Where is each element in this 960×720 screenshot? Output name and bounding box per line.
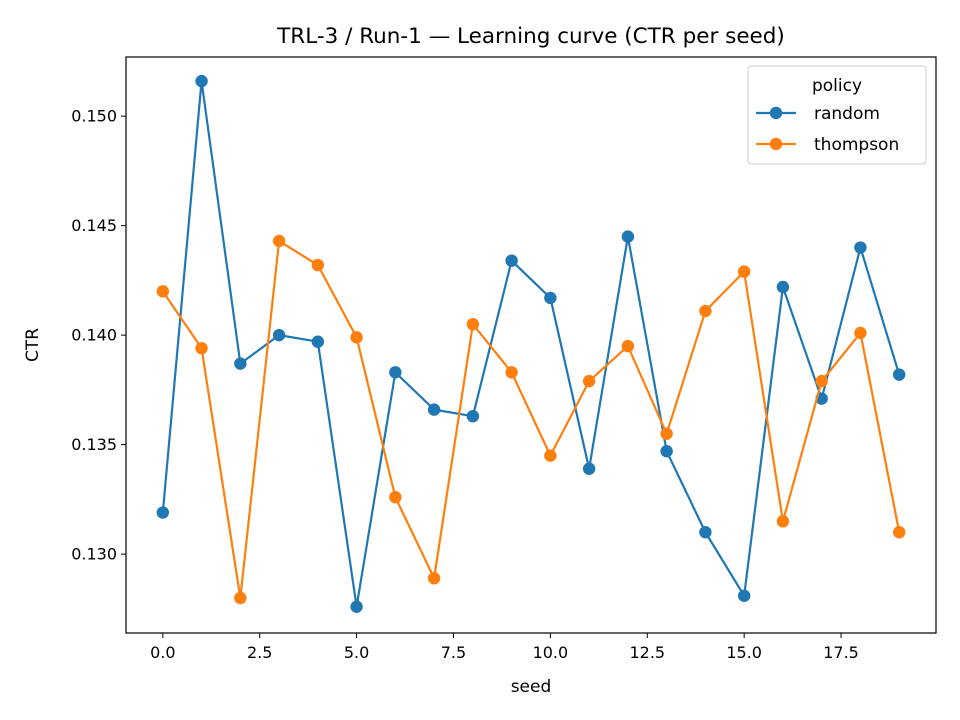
x-tick-label: 17.5: [823, 643, 859, 662]
data-point-random: [621, 230, 635, 243]
y-tick-label: 0.135: [71, 435, 117, 454]
data-point-random: [156, 506, 170, 519]
data-point-random: [350, 600, 363, 613]
data-point-thompson: [892, 526, 906, 539]
data-point-thompson: [350, 331, 363, 344]
data-point-random: [311, 335, 325, 348]
y-tick-label: 0.150: [71, 107, 117, 126]
x-tick-label: 0.0: [150, 643, 175, 662]
legend-marker: [769, 137, 783, 151]
data-point-thompson: [815, 374, 828, 388]
legend-entry-thompson: thompson: [756, 135, 899, 155]
legend-marker: [769, 106, 783, 120]
plot-frame: [125, 56, 937, 634]
data-point-thompson: [427, 572, 441, 585]
y-tick-label: 0.130: [71, 545, 117, 564]
y-tick-label: 0.140: [71, 326, 117, 345]
y-axis-ticks: 0.130 0.135 0.140 0.145 0.150: [71, 107, 126, 564]
data-point-random: [854, 241, 867, 254]
data-point-thompson: [389, 491, 402, 504]
data-point-random: [466, 409, 480, 423]
y-axis-label: CTR: [23, 328, 43, 362]
chart-title: TRL-3 / Run-1 — Learning curve (CTR per …: [276, 24, 785, 49]
x-tick-label: 12.5: [629, 643, 665, 662]
data-point-thompson: [582, 374, 596, 388]
data-point-thompson: [195, 342, 208, 355]
data-point-random: [582, 462, 596, 475]
x-tick-label: 15.0: [726, 643, 762, 662]
data-point-random: [544, 291, 557, 305]
data-point-random: [505, 254, 518, 267]
data-point-random: [699, 526, 712, 539]
x-tick-label: 7.5: [441, 643, 466, 662]
data-point-random: [234, 357, 247, 370]
data-point-thompson: [311, 258, 325, 272]
legend-title: policy: [812, 76, 862, 96]
series-thompson: [156, 234, 906, 605]
x-axis-ticks: 0.0 2.5 5.0 7.5 10.0 12.5 15.0 17.5: [150, 633, 859, 662]
legend-box: [747, 65, 927, 165]
data-point-random: [272, 328, 286, 342]
x-tick-label: 10.0: [533, 643, 569, 662]
data-point-thompson: [660, 427, 673, 440]
data-point-random: [776, 280, 790, 294]
data-point-random: [389, 366, 402, 379]
data-point-thompson: [737, 265, 751, 278]
data-point-random: [195, 74, 208, 88]
series-line-thompson: [161, 239, 901, 600]
data-point-thompson: [272, 234, 286, 248]
series-random: [156, 74, 906, 613]
legend: policy random thompson: [747, 65, 927, 165]
data-point-thompson: [466, 317, 480, 331]
data-point-thompson: [621, 339, 635, 353]
series-layer: [156, 74, 906, 613]
series-line-random: [161, 79, 901, 608]
data-point-thompson: [776, 515, 790, 528]
legend-label: random: [814, 104, 880, 124]
data-point-thompson: [234, 591, 247, 605]
x-tick-label: 2.5: [247, 643, 272, 662]
data-point-thompson: [544, 449, 557, 462]
data-point-random: [427, 403, 441, 416]
data-point-thompson: [699, 304, 712, 318]
legend-entries: random thompson: [756, 104, 899, 155]
legend-label: thompson: [814, 135, 899, 155]
legend-entry-random: random: [756, 104, 880, 124]
data-point-random: [892, 368, 906, 381]
data-point-random: [737, 589, 751, 602]
data-point-thompson: [505, 366, 518, 379]
data-point-random: [660, 445, 673, 458]
x-tick-label: 5.0: [344, 643, 369, 662]
x-axis-label: seed: [511, 677, 552, 697]
data-point-thompson: [156, 285, 170, 298]
y-tick-label: 0.145: [71, 216, 117, 235]
data-point-thompson: [854, 326, 867, 340]
